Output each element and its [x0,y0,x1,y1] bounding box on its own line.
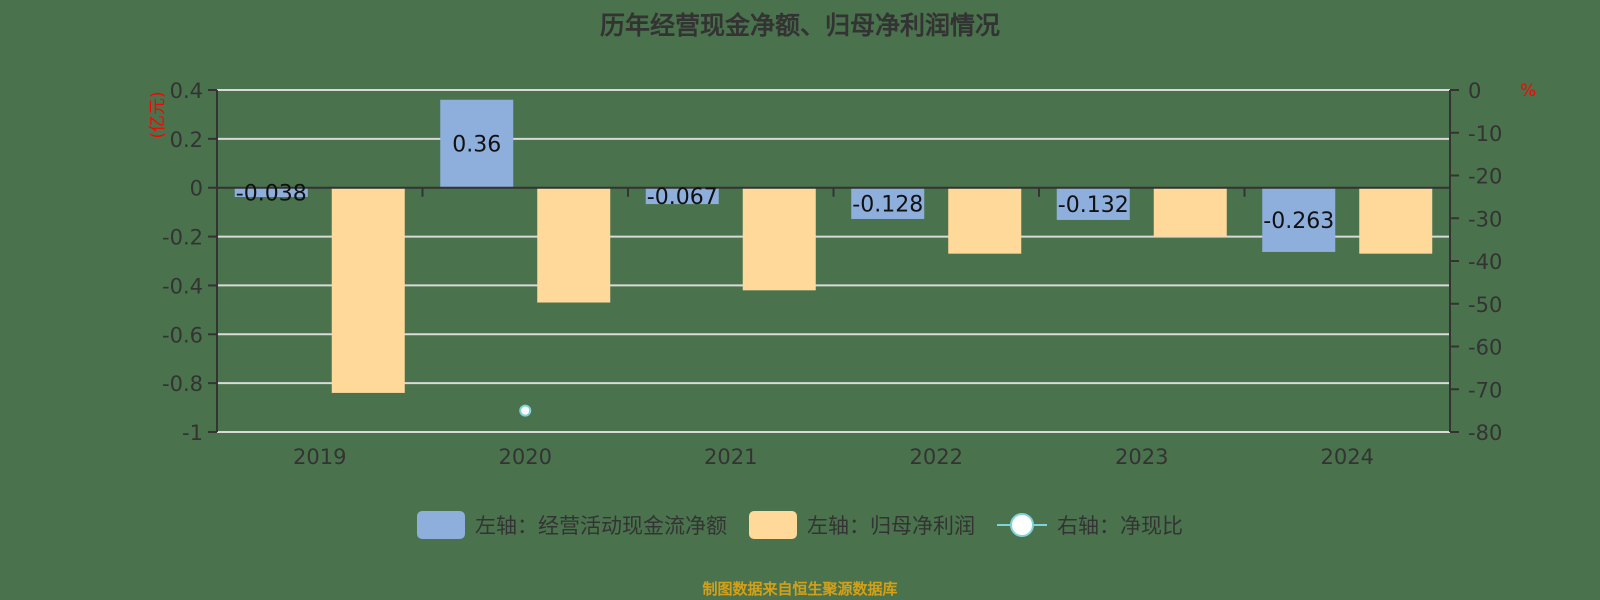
cash-flow-bar[interactable] [440,99,514,188]
legend-label-cash-ratio: 右轴：净现比 [1057,514,1183,538]
cash-ratio-point[interactable] [519,404,532,417]
cash-flow-bar[interactable] [1262,187,1336,252]
category-label: 2021 [704,445,757,469]
category-label: 2020 [499,445,552,469]
cash-flow-value-label: -0.132 [1058,193,1129,218]
cash-flow-bar[interactable] [851,187,925,219]
cash-flow-bar[interactable] [645,187,719,205]
cash-flow-value-label: -0.067 [647,185,718,210]
net-profit-bar[interactable] [1153,187,1227,237]
cash-flow-value-label: -0.038 [236,181,307,206]
category-label: 2024 [1321,445,1374,469]
left-axis-tick-label: -0.6 [162,323,203,347]
right-axis-tick-label: -10 [1468,122,1502,146]
left-axis-tick-label: 0 [190,177,203,201]
right-axis-tick-label: -70 [1468,378,1502,402]
category-label: 2023 [1115,445,1168,469]
right-axis-tick-label: -30 [1468,207,1502,231]
net-profit-bar[interactable] [331,187,405,393]
legend-item-cash-flow[interactable]: 左轴：经营活动现金流净额 [417,510,727,540]
category-label: 2022 [910,445,963,469]
right-axis-tick-label: -40 [1468,250,1502,274]
left-axis-tick-label: -1 [182,421,203,445]
cash-flow-value-label: 0.36 [452,133,501,158]
legend-item-net-profit[interactable]: 左轴：归母净利润 [749,510,975,540]
right-axis-tick-label: -50 [1468,293,1502,317]
right-axis-tick-label: -60 [1468,336,1502,360]
legend-label-cash-flow: 左轴：经营活动现金流净额 [475,514,727,538]
left-axis-tick-label: 0.2 [170,128,203,152]
legend-item-cash-ratio[interactable]: 右轴：净现比 [997,510,1183,540]
cash-flow-value-label: -0.128 [852,192,923,217]
net-profit-bar[interactable] [537,187,611,303]
right-axis-tick-label: -80 [1468,421,1502,445]
left-axis-unit-label: (亿元) [148,91,168,138]
net-profit-swatch-icon [749,511,797,539]
cash-flow-swatch-icon [417,511,465,539]
cash-flow-bar[interactable] [234,187,308,197]
right-axis-tick-label: -20 [1468,165,1502,189]
cash-flow-bar[interactable] [1056,187,1130,220]
right-axis-unit-label: % [1520,81,1536,101]
legend: 左轴：经营活动现金流净额 左轴：归母净利润 右轴：净现比 [0,510,1600,540]
net-profit-bar[interactable] [948,187,1022,254]
net-profit-bar[interactable] [742,187,816,291]
chart-title: 历年经营现金净额、归母净利润情况 [599,11,1000,40]
right-axis-tick-label: 0 [1468,79,1481,103]
left-axis-tick-label: 0.4 [170,79,203,103]
line-marker-icon [997,511,1047,539]
left-axis-tick-label: -0.2 [162,226,203,250]
data-source-note: 制图数据来自恒生聚源数据库 [702,580,898,598]
left-axis-tick-label: -0.4 [162,274,203,298]
chart-canvas: 0.40.20-0.2-0.4-0.6-0.8-10-10-20-30-40-5… [148,79,1536,469]
category-label: 2019 [293,445,346,469]
cash-flow-value-label: -0.263 [1263,209,1334,234]
legend-label-net-profit: 左轴：归母净利润 [807,514,975,538]
left-axis-tick-label: -0.8 [162,372,203,396]
net-profit-bar[interactable] [1359,187,1433,254]
